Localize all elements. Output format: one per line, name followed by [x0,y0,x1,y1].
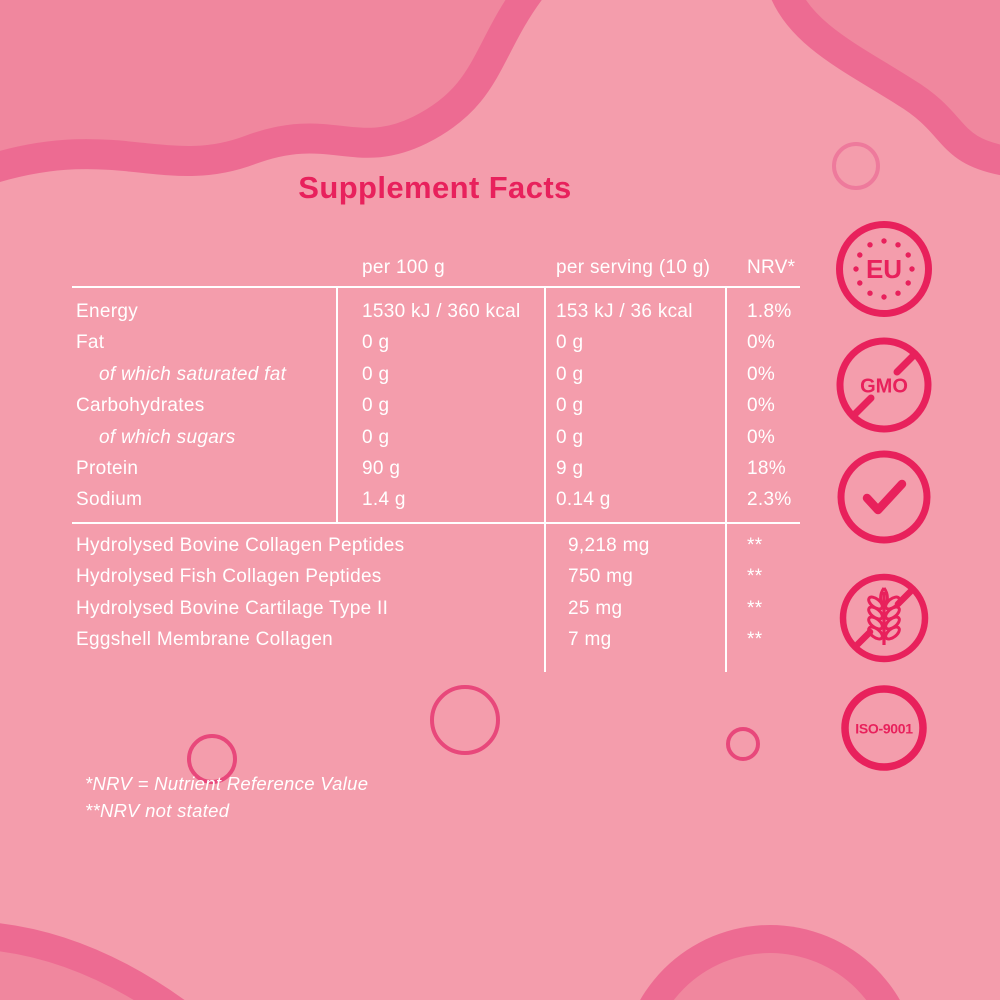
table-row: of which sugars 0 g 0 g 0% [0,422,1000,453]
eu-badge-dots [853,238,915,300]
eu-badge: EU [829,214,939,324]
table-row: Energy 1530 kJ / 360 kcal 153 kJ / 36 kcal… [0,296,1000,327]
table-row: Fat 0 g 0 g 0% [0,327,1000,358]
bottom-right-dome-shape [640,925,900,1000]
value-nrv: 2.3% [747,489,792,511]
top-right-wave-shape [771,0,1000,176]
value-nrv: 0% [747,395,776,417]
value-per-serving: 0.14 g [556,489,611,511]
value-per-serving: 25 mg [568,597,623,619]
decor-circle-middle [430,685,500,755]
value-per-100g: 0 g [362,426,390,448]
table-row: Hydrolysed Fish Collagen Peptides 750 mg *… [0,561,1000,592]
ingredient-name: Hydrolysed Fish Collagen Peptides [76,566,382,588]
value-nrv: ** [747,629,763,651]
nutrient-name: of which sugars [99,426,236,448]
no-slash-icon [850,351,918,419]
gluten-free-badge [829,563,939,673]
checkmark-icon [862,479,907,515]
gmo-free-badge: GMO [829,330,939,440]
page-title: Supplement Facts [298,170,572,205]
table-row: Protein 90 g 9 g 18% [0,453,1000,484]
value-per-serving: 0 g [556,426,584,448]
gmo-badge-text: GMO [860,376,908,398]
column-header-nrv: NRV* [747,257,796,278]
eu-badge-ring [836,221,932,317]
wheat-icon [867,587,901,645]
value-nrv: 0% [747,363,776,385]
ingredient-name: Hydrolysed Bovine Collagen Peptides [76,535,405,556]
gluten-badge-ring [839,573,929,663]
value-per-100g: 1.4 g [362,489,406,511]
no-slash-icon [852,586,916,650]
nutrient-name: Carbohydrates [76,395,205,417]
value-per-serving: 0 g [556,332,584,354]
value-nrv: ** [747,597,763,619]
value-per-100g: 1530 kJ / 360 kcal [362,301,521,322]
top-left-wave-shape [0,0,542,183]
bottom-left-wave-shape [0,923,185,1000]
value-nrv: 0% [747,332,776,354]
column-header-per-serving: per serving (10 g) [556,257,711,278]
decor-circle-top-right [832,142,880,190]
value-per-serving: 0 g [556,363,584,385]
value-nrv: 1.8% [747,301,792,322]
column-header-per-100g: per 100 g [362,257,445,278]
table-row: Carbohydrates 0 g 0 g 0% [0,390,1000,421]
ingredient-name: Hydrolysed Bovine Cartilage Type II [76,597,389,619]
iso-badge-text: ISO-9001 [855,721,913,737]
value-per-100g: 0 g [362,395,390,417]
value-nrv: ** [747,566,763,588]
gmo-badge-ring [836,337,932,433]
table-row: Sodium 1.4 g 0.14 g 2.3% [0,484,1000,515]
value-per-serving: 750 mg [568,566,634,588]
decor-circle-footnote [187,734,237,784]
value-per-serving: 9 g [556,458,584,479]
value-per-serving: 0 g [556,395,584,417]
value-per-serving: 9,218 mg [568,535,650,556]
value-nrv: 18% [747,458,786,479]
table-row: Hydrolysed Bovine Cartilage Type II 25 mg… [0,593,1000,624]
value-per-serving: 7 mg [568,629,612,651]
footnote-nrv-definition: *NRV = Nutrient Reference Value [85,773,369,794]
table-row: Eggshell Membrane Collagen 7 mg ** [0,624,1000,655]
value-nrv: 0% [747,426,776,448]
value-per-100g: 0 g [362,332,390,354]
value-per-100g: 0 g [362,363,390,385]
value-per-100g: 90 g [362,458,401,479]
table-row: Hydrolysed Bovine Collagen Peptides 9,218… [0,530,1000,561]
value-nrv: ** [747,535,763,556]
decor-circle-small [726,727,760,761]
iso-badge-ring [841,685,927,771]
iso-9001-badge: ISO-9001 [829,673,939,783]
nutrient-name: Fat [76,332,105,354]
nutrient-name: Sodium [76,489,143,511]
eu-badge-text: EU [866,254,902,284]
nutrient-name: of which saturated fat [99,363,287,385]
check-badge-ring [837,450,931,544]
table-row: of which saturated fat 0 g 0 g 0% [0,359,1000,390]
footnote-nrv-not-stated: **NRV not stated [85,800,230,821]
nutrient-name: Protein [76,458,139,479]
nutrient-name: Energy [76,301,139,322]
ingredient-name: Eggshell Membrane Collagen [76,629,334,651]
value-per-serving: 153 kJ / 36 kcal [556,301,693,322]
quality-check-badge [829,442,939,552]
